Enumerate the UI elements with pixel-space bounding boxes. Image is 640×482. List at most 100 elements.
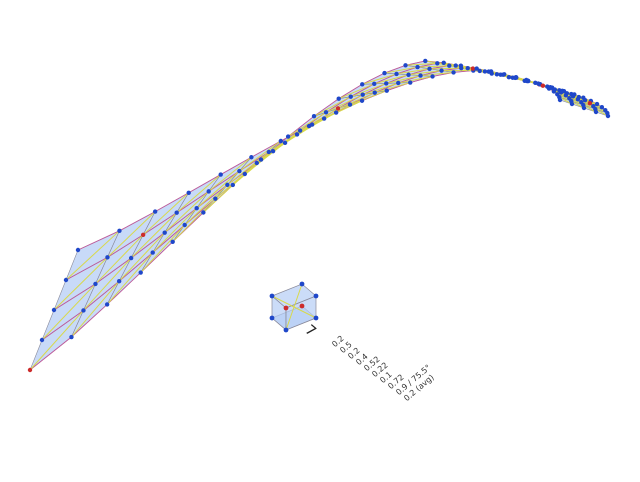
lattice-strut	[53, 257, 108, 311]
lattice-node	[333, 110, 339, 115]
lattice-node	[441, 60, 446, 66]
lattice-strut	[152, 207, 198, 253]
lattice-node	[396, 80, 401, 86]
lattice-strut	[572, 95, 591, 104]
lattice-node	[39, 337, 45, 343]
lattice-node	[63, 277, 69, 283]
lattice-strut	[140, 224, 186, 273]
lattice-node	[311, 113, 317, 119]
lattice-node	[482, 69, 488, 74]
lattice-node	[27, 367, 33, 373]
lattice-node	[128, 255, 134, 261]
legend-cube-node	[313, 315, 319, 321]
lattice-node	[81, 308, 86, 313]
lattice-strut	[398, 75, 433, 84]
lattice-node	[570, 94, 576, 99]
lattice-node	[582, 98, 588, 103]
lattice-node	[384, 81, 389, 86]
lattice-node	[282, 140, 288, 146]
lattice-strut	[65, 230, 120, 281]
lattice-node	[394, 71, 399, 77]
lattice-node	[249, 155, 254, 160]
lattice-node	[488, 69, 494, 74]
lattice-strut	[349, 90, 387, 106]
lattice-strut	[83, 257, 132, 311]
lattice-node	[348, 94, 353, 99]
lattice-strut	[299, 108, 339, 131]
lattice-strut	[396, 68, 430, 75]
lattice-strut	[260, 130, 301, 160]
lattice-node	[117, 228, 122, 234]
lattice-node	[225, 182, 230, 188]
lattice-node	[105, 255, 110, 260]
lattice-node	[285, 134, 291, 139]
legend-cube-diagram	[269, 281, 319, 333]
lattice-node	[506, 75, 512, 80]
lattice-node	[186, 190, 191, 195]
lattice-strut	[595, 108, 609, 117]
lattice-node	[321, 116, 327, 121]
lattice-node	[430, 74, 435, 79]
lattice-node	[218, 172, 223, 177]
lattice-node	[557, 97, 563, 103]
lattice-strut	[408, 70, 442, 76]
lattice-node	[335, 106, 341, 111]
legend-cube-node	[269, 293, 275, 299]
lattice-strut	[362, 82, 399, 96]
legend-cube-strut	[285, 283, 303, 331]
lattice-node	[403, 63, 408, 68]
lattice-node	[230, 182, 236, 188]
legend-cube-node	[299, 303, 305, 309]
lattice-node	[162, 230, 167, 235]
lattice-node	[494, 72, 500, 77]
lattice-node	[323, 110, 329, 115]
lattice-node	[266, 149, 272, 155]
lattice-node	[524, 77, 529, 83]
lattice-strut	[350, 82, 387, 98]
lattice-node	[447, 63, 452, 68]
lattice-node	[93, 281, 98, 287]
lattice-strut	[583, 104, 597, 113]
lattice-node	[593, 109, 599, 115]
lattice-node	[258, 157, 264, 162]
lattice-strut	[559, 96, 573, 105]
lattice-strut	[311, 104, 351, 126]
lattice-node	[336, 96, 341, 101]
lattice-node	[51, 307, 57, 313]
lattice-node	[174, 210, 179, 215]
legend-cube-node	[313, 293, 319, 299]
lattice-strut	[208, 156, 252, 192]
lattice-node	[465, 66, 470, 71]
lattice-node	[558, 90, 564, 95]
lattice-node	[194, 205, 199, 211]
lattice-strut	[313, 96, 351, 117]
lattice-strut	[164, 191, 210, 234]
lattice-strut	[386, 75, 421, 84]
lattice-node	[427, 66, 432, 72]
lattice-node	[540, 83, 546, 88]
lattice-strut	[196, 170, 240, 209]
lattice-strut	[227, 151, 270, 186]
lattice-strut	[362, 73, 397, 85]
lattice-node	[587, 101, 593, 106]
lattice-strut	[374, 74, 409, 85]
lattice-node	[533, 80, 538, 86]
legend-cube-node	[283, 305, 289, 311]
lattice-node	[546, 86, 552, 91]
lattice-strut	[338, 83, 375, 100]
lattice-node	[116, 279, 122, 284]
lattice-node	[294, 132, 300, 137]
lattice-strut	[571, 100, 585, 109]
lattice-node	[474, 66, 479, 71]
lattice-node	[605, 113, 611, 119]
lattice-strut	[325, 94, 363, 113]
lattice-node	[502, 72, 507, 77]
lattice-node	[359, 98, 365, 103]
lattice-node	[104, 302, 110, 307]
lattice-node	[581, 105, 587, 111]
lattice-node	[594, 101, 600, 107]
lattice-node	[423, 58, 428, 64]
lattice-node	[418, 73, 423, 78]
lattice-strut	[215, 162, 258, 200]
